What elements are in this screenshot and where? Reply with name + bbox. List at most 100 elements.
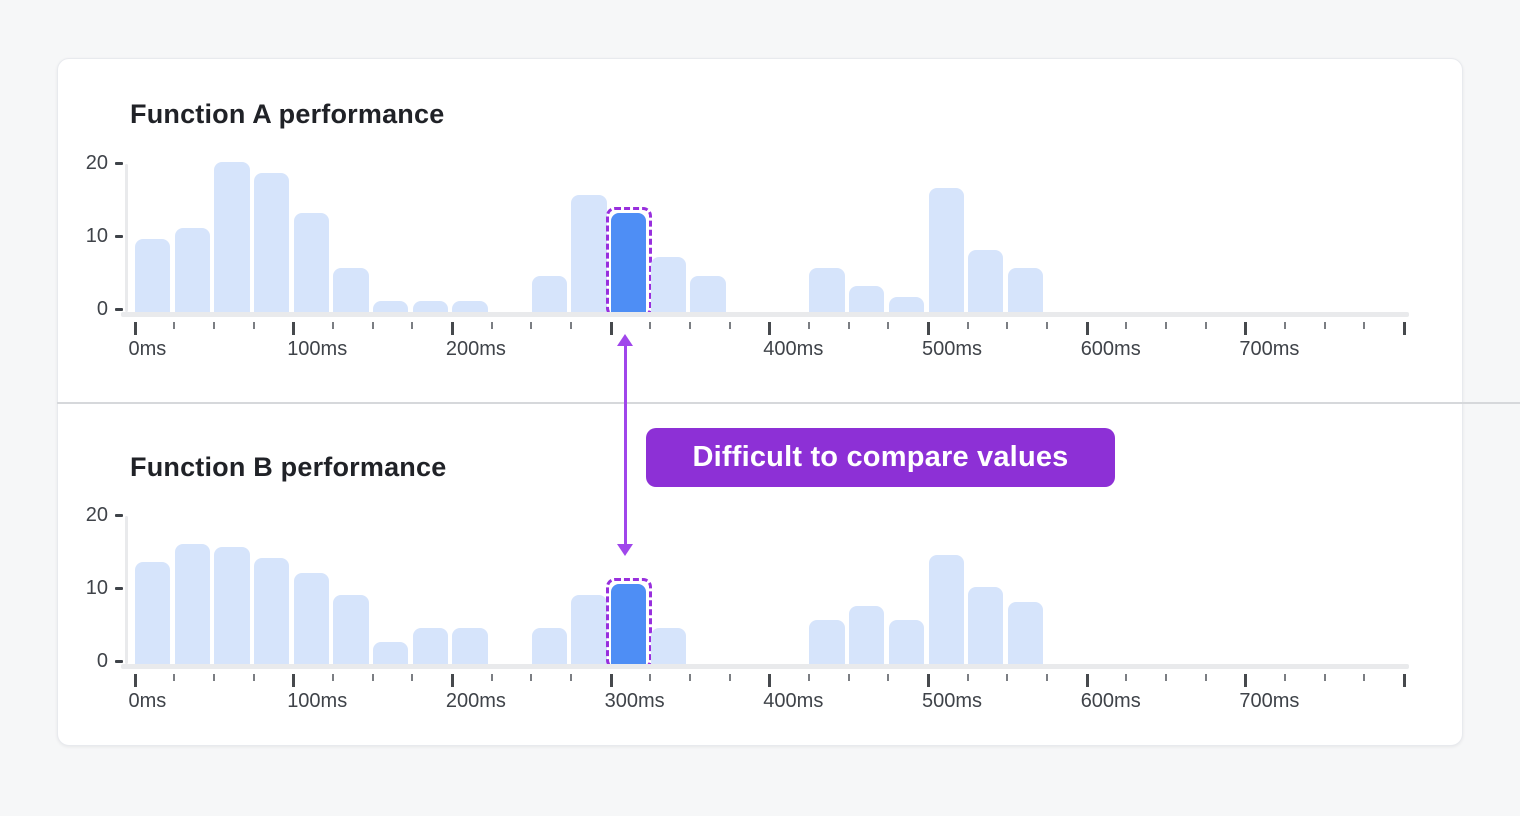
histogram-bar xyxy=(333,268,369,312)
x-axis-tick xyxy=(847,322,850,329)
annotation-text: Difficult to compare values xyxy=(692,441,1069,473)
histogram-bar xyxy=(531,275,567,312)
y-tick-mark xyxy=(115,659,123,663)
y-axis-tick-label: 0 xyxy=(74,297,123,321)
x-axis-tick xyxy=(1323,322,1326,329)
x-axis-tick xyxy=(927,322,930,335)
x-axis-tick-label: 700ms xyxy=(1239,338,1300,360)
histogram-bar xyxy=(214,162,250,312)
histogram-bar xyxy=(968,249,1004,312)
x-axis-tick-label: 100ms xyxy=(287,338,348,360)
x-axis-line xyxy=(121,664,1409,669)
x-axis-tick xyxy=(1165,322,1168,329)
x-axis-tick xyxy=(1006,322,1009,329)
x-axis-tick xyxy=(1085,322,1089,335)
x-axis-tick-label: 700ms xyxy=(1239,690,1300,712)
highlighted-bar xyxy=(611,213,647,312)
x-axis-tick xyxy=(1125,322,1128,329)
histogram-bar xyxy=(293,572,329,664)
y-tick-value: 0 xyxy=(96,650,108,672)
histogram-bar xyxy=(412,627,448,664)
x-axis-tick-label: 400ms xyxy=(763,690,824,712)
histogram-bar xyxy=(174,228,210,312)
histogram-bar xyxy=(849,286,885,312)
x-axis-tick xyxy=(1006,674,1009,681)
y-tick-mark xyxy=(115,161,123,165)
histogram-bar xyxy=(135,561,171,664)
histogram-bar xyxy=(968,587,1004,664)
x-axis-tick xyxy=(609,322,613,335)
y-tick-mark xyxy=(115,586,123,590)
y-tick-value: 20 xyxy=(85,504,108,526)
x-axis-tick xyxy=(1284,674,1287,681)
x-axis-tick xyxy=(1403,322,1407,335)
x-axis-tick xyxy=(1323,674,1326,681)
y-axis-line xyxy=(125,164,128,312)
x-axis-line xyxy=(121,312,1409,317)
x-axis-tick xyxy=(1363,322,1366,329)
highlighted-bar xyxy=(611,583,647,664)
histogram-bar xyxy=(254,558,290,664)
x-axis-tick xyxy=(530,674,533,681)
histogram-bar xyxy=(1007,601,1044,664)
x-axis-tick xyxy=(1125,674,1128,681)
x-axis-tick xyxy=(807,322,810,329)
comparison-arrow xyxy=(617,334,633,556)
x-axis-tick xyxy=(1403,674,1407,687)
y-tick-mark xyxy=(115,307,123,311)
x-axis-tick xyxy=(252,674,255,681)
y-tick-value: 0 xyxy=(96,298,108,320)
histogram-bar xyxy=(373,642,409,664)
histogram-bar xyxy=(849,605,885,664)
y-axis-tick-label: 10 xyxy=(74,576,123,600)
x-axis-tick xyxy=(688,674,691,681)
x-axis-tick xyxy=(887,322,890,329)
x-axis-tick xyxy=(450,674,454,687)
histogram-bar xyxy=(452,627,488,664)
x-axis-tick xyxy=(1046,674,1049,681)
x-axis-tick-label: 200ms xyxy=(445,338,506,360)
y-tick-value: 10 xyxy=(85,577,108,599)
x-axis-tick xyxy=(1244,322,1248,335)
x-axis-tick xyxy=(728,322,731,329)
y-axis-tick-label: 10 xyxy=(74,224,123,248)
x-axis-tick xyxy=(212,674,215,681)
x-axis-tick xyxy=(1244,674,1248,687)
annotation-badge: Difficult to compare values xyxy=(646,428,1115,487)
x-axis-tick xyxy=(490,322,493,329)
y-tick-value: 20 xyxy=(85,152,108,174)
histogram-bar xyxy=(650,257,686,312)
histogram-bar xyxy=(412,301,448,312)
x-axis-tick-label: 200ms xyxy=(445,690,506,712)
x-axis-tick xyxy=(847,674,850,681)
x-axis-tick xyxy=(173,674,176,681)
x-axis-tick xyxy=(252,322,255,329)
highlight-outline xyxy=(605,577,652,669)
y-axis-tick-label: 20 xyxy=(74,503,123,527)
x-axis-tick xyxy=(1085,674,1089,687)
x-axis-tick xyxy=(609,674,613,687)
x-axis-tick xyxy=(450,322,454,335)
x-axis-tick xyxy=(1046,322,1049,329)
x-axis-tick xyxy=(649,322,652,329)
chart-b-title: Function B performance xyxy=(130,452,447,482)
x-axis-tick xyxy=(649,674,652,681)
y-axis-line xyxy=(125,516,128,664)
x-axis-tick xyxy=(887,674,890,681)
y-tick-mark xyxy=(115,234,123,238)
histogram-bar xyxy=(571,195,607,312)
x-axis-tick xyxy=(688,322,691,329)
histogram-bar xyxy=(928,187,964,312)
x-axis-tick xyxy=(331,322,334,329)
histogram-bar xyxy=(214,547,250,664)
x-axis-tick xyxy=(371,674,374,681)
histogram-bar xyxy=(571,594,607,664)
histogram-bar xyxy=(254,173,290,312)
section-divider xyxy=(57,402,1520,404)
x-axis-tick xyxy=(768,322,772,335)
histogram-bar xyxy=(135,239,171,312)
histogram-bar xyxy=(293,213,329,312)
x-axis-tick-label: 100ms xyxy=(287,690,348,712)
x-axis-tick xyxy=(530,322,533,329)
